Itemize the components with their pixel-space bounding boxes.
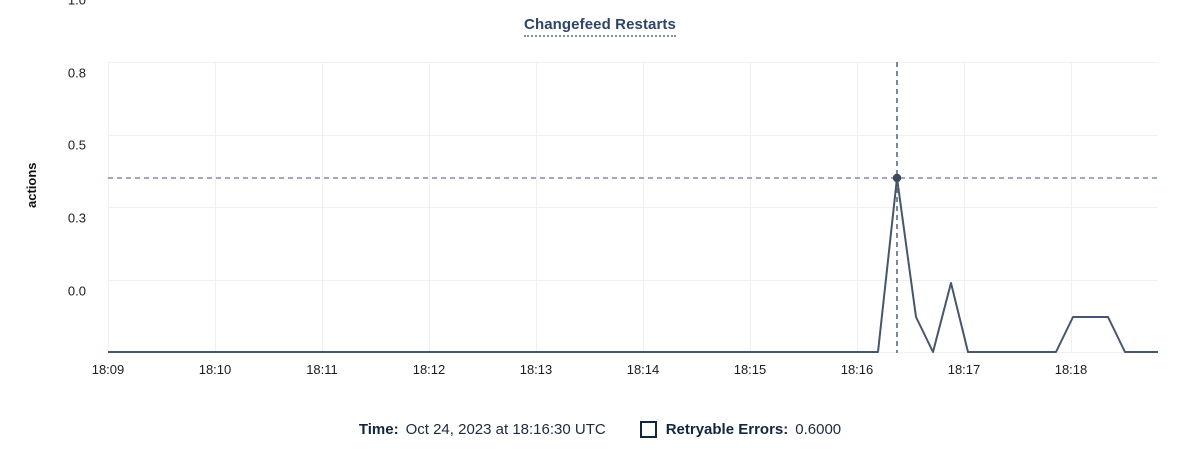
x-tick-label: 18:18 bbox=[1054, 362, 1088, 377]
gridline-vertical bbox=[857, 62, 858, 353]
legend-item-retryable-errors[interactable]: Retryable Errors: 0.6000 bbox=[639, 421, 842, 438]
gridline-vertical bbox=[429, 62, 430, 353]
x-tick-label: 18:16 bbox=[840, 362, 874, 377]
gridline-vertical bbox=[322, 62, 323, 353]
footer-time-label: Time: bbox=[358, 421, 399, 438]
chart-title: Changefeed Restarts bbox=[0, 16, 1200, 37]
x-tick-label: 18:10 bbox=[198, 362, 232, 377]
gridline-vertical bbox=[750, 62, 751, 353]
gridline-horizontal bbox=[108, 280, 1158, 281]
crosshair-data-point bbox=[892, 173, 902, 183]
chart-footer: Time: Oct 24, 2023 at 18:16:30 UTC Retry… bbox=[0, 421, 1200, 438]
y-tick-label: 1.0 bbox=[67, 0, 86, 8]
gridline-vertical bbox=[215, 62, 216, 353]
x-tick-label: 18:17 bbox=[947, 362, 981, 377]
legend-series-value: 0.6000 bbox=[795, 421, 842, 438]
x-tick-label: 18:11 bbox=[306, 362, 338, 377]
gridline-vertical bbox=[964, 62, 965, 353]
y-tick-label: 0.0 bbox=[67, 283, 86, 299]
gridline-vertical bbox=[536, 62, 537, 353]
series-line-retryable-errors bbox=[108, 177, 1158, 353]
x-tick-label: 18:09 bbox=[91, 362, 125, 377]
legend-swatch-icon bbox=[639, 421, 657, 438]
gridline-horizontal bbox=[108, 62, 1158, 63]
legend-series-label: Retryable Errors: bbox=[665, 421, 789, 438]
x-tick-label: 18:12 bbox=[412, 362, 446, 377]
plot-area: 18:09 18:10 18:11 18:12 18:13 18:14 18:1… bbox=[92, 62, 1158, 377]
x-tick-label: 18:13 bbox=[519, 362, 553, 377]
y-axis-title: actions bbox=[24, 162, 39, 208]
y-tick-label: 0.3 bbox=[67, 210, 86, 226]
x-tick-label: 18:14 bbox=[626, 362, 660, 377]
gridline-horizontal bbox=[108, 135, 1158, 136]
y-tick-label: 0.8 bbox=[67, 65, 86, 81]
chart-title-text: Changefeed Restarts bbox=[524, 16, 676, 37]
gridline-vertical bbox=[643, 62, 644, 353]
footer-time-group: Time: Oct 24, 2023 at 18:16:30 UTC bbox=[359, 421, 606, 438]
gridline-vertical bbox=[1071, 62, 1072, 353]
y-tick-label: 0.5 bbox=[67, 137, 86, 153]
footer-time-value: Oct 24, 2023 at 18:16:30 UTC bbox=[405, 421, 606, 438]
series-plot bbox=[108, 62, 1158, 353]
gridline-vertical bbox=[108, 62, 109, 353]
gridline-horizontal bbox=[108, 207, 1158, 208]
x-tick-label: 18:15 bbox=[733, 362, 767, 377]
